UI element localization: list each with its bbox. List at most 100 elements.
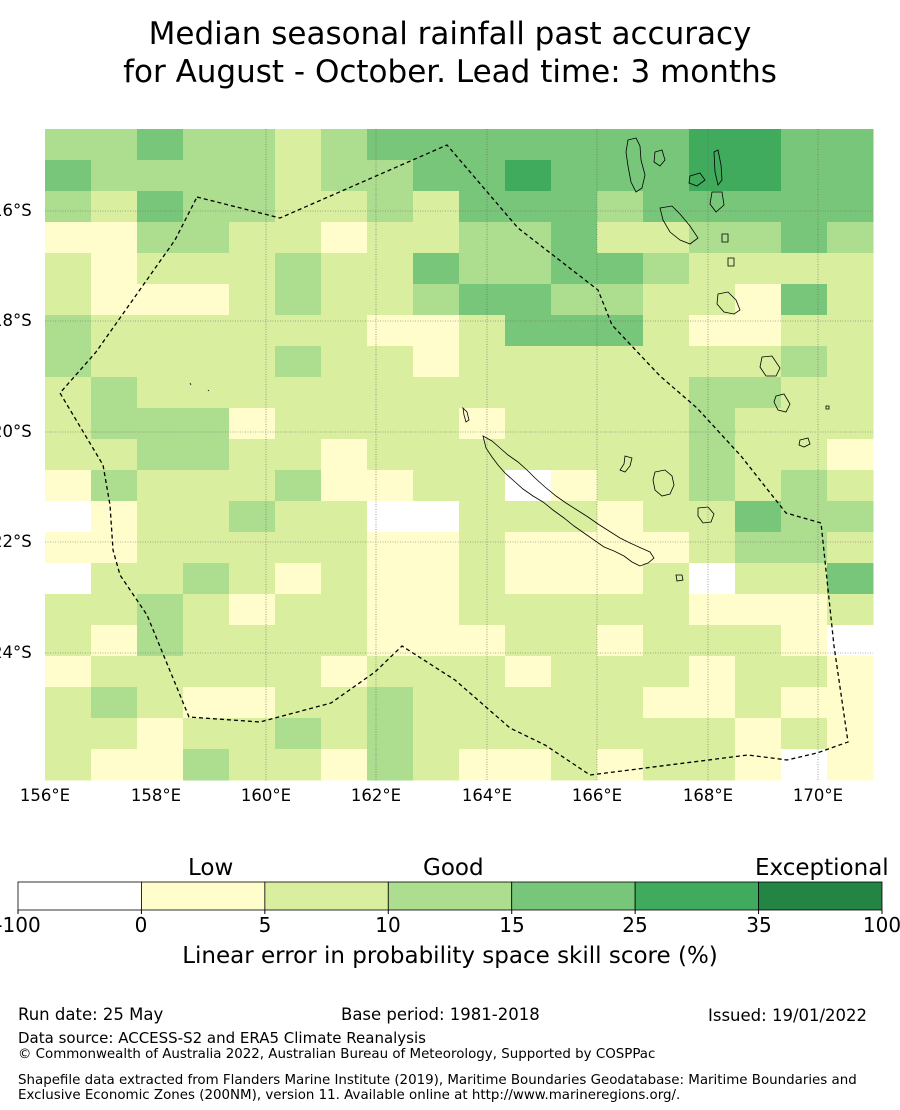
skill-grid-cell [367,563,414,595]
skill-grid-cell [459,191,506,223]
skill-grid-cell [551,563,598,595]
skill-grid-cell [321,315,368,347]
skill-grid-cell [229,470,276,502]
skill-grid-cell [413,408,460,440]
skill-grid-cell [781,625,828,657]
skill-grid-cell [827,129,874,161]
skill-grid-cell [45,656,92,688]
skill-grid-cell [321,377,368,409]
skill-grid-cell [413,749,460,781]
skill-grid-cell [413,563,460,595]
skill-grid-cell [321,501,368,533]
skill-grid-cell [183,284,230,316]
erromango-coastline [759,355,781,377]
skill-grid-cell [137,129,184,161]
skill-grid-cell [643,129,690,161]
skill-grid-cell [137,470,184,502]
skill-grid-cell [137,687,184,719]
skill-grid-cell [367,377,414,409]
skill-grid-cell [689,222,736,254]
skill-grid-cell [689,315,736,347]
skill-grid-cell [183,749,230,781]
shepherd-islands-coastline [727,257,735,267]
skill-grid-cell [827,749,874,781]
skill-grid-cell [781,315,828,347]
skill-grid-cell [275,253,322,285]
skill-grid-cell [45,439,92,471]
skill-grid-cell [183,594,230,626]
skill-grid-cell [45,687,92,719]
skill-grid-cell [413,253,460,285]
skill-grid-cell [689,656,736,688]
skill-grid-cell [643,439,690,471]
skill-grid-cell [367,129,414,161]
skill-grid-cell [505,594,552,626]
skill-grid-cell [183,563,230,595]
copyright-notice: © Commonwealth of Australia 2022, Austra… [18,1047,656,1062]
skill-grid-cell [275,625,322,657]
futuna-coastline [825,405,830,410]
skill-grid-cell [551,253,598,285]
skill-grid-cell [45,284,92,316]
skill-grid-cell [367,625,414,657]
skill-grid-cell [413,594,460,626]
ambrym-coastline [709,191,725,213]
skill-grid-cell [781,718,828,750]
lon-label-164e: 164°E [461,786,513,805]
skill-grid-cell [735,160,782,192]
skill-grid-cell [597,222,644,254]
skill-grid-cell [183,346,230,378]
skill-grid-cell [781,501,828,533]
colorbar-title: Linear error in probability space skill … [182,943,718,969]
skill-grid-cell [459,253,506,285]
skill-grid-cell [367,408,414,440]
skill-grid-cell [183,656,230,688]
skill-grid-cell [91,284,138,316]
skill-grid-cell [827,501,874,533]
skill-grid-cell [275,346,322,378]
skill-grid-cell [91,625,138,657]
skill-grid-cell [689,470,736,502]
skill-grid-cell [275,594,322,626]
skill-grid-cell [229,284,276,316]
shapefile-attribution: Shapefile data extracted from Flanders M… [18,1073,857,1103]
skill-grid-cell [91,718,138,750]
skill-grid-cell [459,346,506,378]
skill-grid-cell [321,532,368,564]
skill-grid-cells [45,129,874,781]
skill-grid-cell [137,346,184,378]
skill-grid-cell [735,625,782,657]
belep-island-coastline [462,406,470,423]
skill-grid-cell [459,532,506,564]
skill-grid-cell [321,253,368,285]
skill-grid-cell [689,687,736,719]
colorbar-segment [264,881,389,911]
skill-grid-cell [827,563,874,595]
skill-grid-cell [413,377,460,409]
skill-grid-cell [459,129,506,161]
skill-grid-cell [459,222,506,254]
isle-of-pines-coastline [675,574,684,582]
skill-grid-cell [275,129,322,161]
skill-grid-cell [183,129,230,161]
skill-grid-cell [689,346,736,378]
skill-grid-cell [597,563,644,595]
skill-grid-cell [229,625,276,657]
colorbar-tick-label: 5 [258,913,272,937]
skill-grid-cell [183,501,230,533]
skill-grid-cell [229,439,276,471]
skill-grid-cell [413,501,460,533]
skill-grid-cell [643,160,690,192]
colorbar-tick-label: 25 [622,913,648,937]
skill-grid-cell [459,563,506,595]
skill-grid-cell [45,501,92,533]
skill-grid-cell [643,594,690,626]
eez-boundary-line [59,144,849,776]
skill-grid-cell [827,718,874,750]
legend-category-exceptional: Exceptional [755,855,889,881]
skill-grid-cell [229,718,276,750]
skill-grid-cell [183,718,230,750]
eez-boundary [59,144,849,776]
skill-grid-cell [597,656,644,688]
